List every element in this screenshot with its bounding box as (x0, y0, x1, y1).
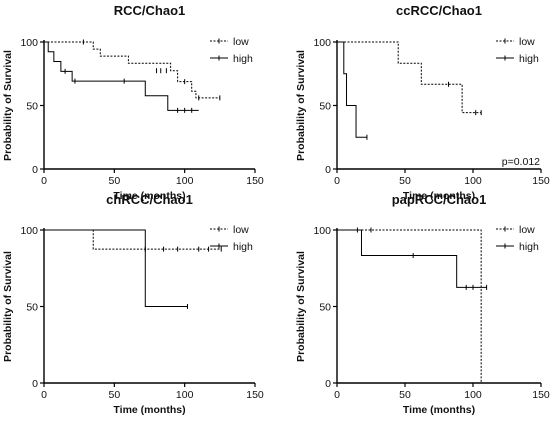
chart-title: RCC/Chao1 (114, 3, 186, 18)
y-tick-label: 50 (319, 101, 331, 113)
x-tick-label: 100 (464, 389, 482, 401)
y-axis-label: Probability of Survival (2, 251, 14, 362)
panel-1: RCC/Chao1 0 50 100 150 0 50 100 Time (months) Pro… (2, 3, 264, 202)
legend-label-low: low (519, 36, 535, 48)
legend-label-high: high (519, 241, 539, 253)
legend-label-low: low (233, 36, 249, 48)
x-axis-label: Time (months) (403, 190, 475, 202)
panel-3: chRCC/Chao1 0 50 100 150 0 50 100 Time (months) P… (2, 192, 264, 416)
survival-curve-high (337, 229, 487, 288)
legend-label-low: low (519, 224, 535, 236)
legend-label-high: high (233, 241, 253, 253)
legend-label-high: high (233, 53, 253, 65)
x-tick-label: 0 (334, 389, 340, 401)
legend-label-low: low (233, 224, 249, 236)
y-tick-label: 100 (20, 37, 38, 49)
x-tick-label: 150 (246, 389, 264, 401)
survival-curve-low (44, 229, 222, 250)
x-axis-label: Time (months) (113, 190, 185, 202)
y-axis-label: Probability of Survival (295, 251, 307, 362)
survival-curve-high (44, 41, 199, 111)
survival-curve-low (44, 41, 220, 99)
x-tick-label: 50 (108, 175, 120, 187)
y-tick-label: 50 (26, 101, 38, 113)
y-tick-label: 0 (325, 164, 331, 176)
x-tick-label: 50 (399, 389, 411, 401)
chart-title: papRCC/Chao1 (392, 192, 487, 207)
chart-title: ccRCC/Chao1 (396, 3, 482, 18)
x-tick-label: 150 (532, 389, 550, 401)
x-axis-label: Time (months) (113, 404, 185, 416)
x-tick-label: 150 (246, 175, 264, 187)
panel-2: ccRCC/Chao1 0 50 100 150 0 50 100 Time (months) P… (295, 3, 550, 202)
survival-curve-low (337, 41, 482, 114)
p-value-annotation: p=0.012 (502, 156, 540, 168)
y-axis-label: Probability of Survival (295, 50, 307, 161)
x-tick-label: 100 (176, 175, 194, 187)
y-tick-label: 50 (26, 302, 38, 314)
x-tick-label: 150 (532, 175, 550, 187)
y-tick-label: 0 (32, 164, 38, 176)
panel-4: papRCC/Chao1 0 50 100 150 0 50 100 Time (months)… (295, 192, 550, 416)
x-tick-label: 0 (334, 175, 340, 187)
x-tick-label: 0 (41, 175, 47, 187)
y-tick-label: 100 (313, 225, 331, 237)
survival-curve-high (44, 229, 188, 307)
x-tick-label: 100 (176, 389, 194, 401)
y-tick-label: 0 (32, 378, 38, 390)
x-tick-label: 0 (41, 389, 47, 401)
x-axis-label: Time (months) (403, 404, 475, 416)
y-tick-label: 0 (325, 378, 331, 390)
legend-label-high: high (519, 53, 539, 65)
y-tick-label: 50 (319, 302, 331, 314)
survival-curve-low (337, 229, 482, 383)
chart-title: chRCC/Chao1 (106, 192, 193, 207)
y-tick-label: 100 (20, 225, 38, 237)
survival-curve-high (337, 41, 367, 138)
x-tick-label: 50 (399, 175, 411, 187)
x-tick-label: 100 (464, 175, 482, 187)
y-tick-label: 100 (313, 37, 331, 49)
x-tick-label: 50 (108, 389, 120, 401)
y-axis-label: Probability of Survival (2, 50, 14, 161)
